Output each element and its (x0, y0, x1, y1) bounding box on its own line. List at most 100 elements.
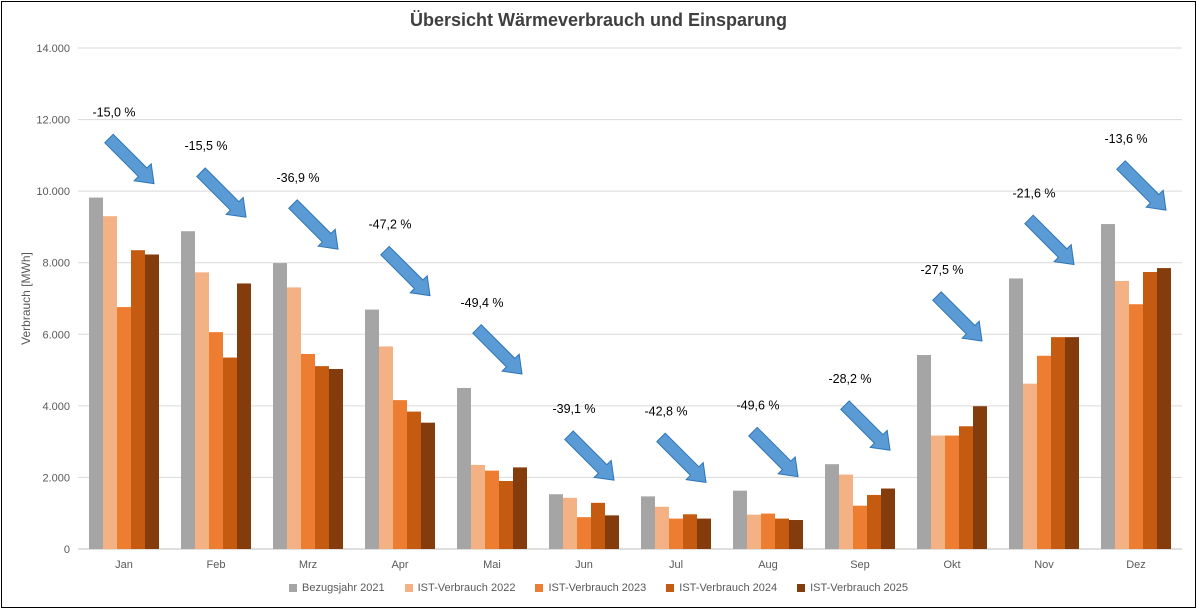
legend-label: IST-Verbrauch 2024 (679, 582, 778, 594)
bar (867, 494, 881, 549)
savings-arrow (104, 133, 155, 185)
bar (1023, 383, 1037, 549)
x-tick-label: Okt (943, 559, 960, 571)
y-tick-label: 0 (64, 544, 70, 556)
savings-label: -15,0 % (92, 106, 135, 120)
bar (103, 216, 117, 549)
bar (775, 518, 789, 549)
bar (931, 435, 945, 549)
savings-label: -49,4 % (460, 296, 503, 310)
legend-item: IST-Verbrauch 2022 (404, 582, 515, 594)
bar (733, 490, 747, 549)
bar (457, 387, 471, 549)
savings-label: -15,5 % (184, 139, 227, 153)
y-tick-label: 8.000 (42, 258, 70, 270)
x-tick-label: Mai (483, 559, 501, 571)
bar (273, 263, 287, 549)
savings-label: -13,6 % (1104, 132, 1147, 146)
bar (1101, 224, 1115, 549)
y-axis-label: Verbrauch [MWh] (19, 252, 33, 345)
bar (747, 514, 761, 549)
bar (789, 520, 803, 549)
savings-arrow (656, 432, 707, 483)
bar (329, 368, 343, 549)
x-tick-label: Nov (1034, 559, 1054, 571)
bar (605, 515, 619, 549)
bar (945, 435, 959, 549)
x-tick-label: Mrz (299, 559, 317, 571)
bar (365, 309, 379, 549)
bar (1037, 355, 1051, 549)
legend-item: Bezugsjahr 2021 (289, 582, 385, 594)
bar (959, 426, 973, 549)
bar (145, 254, 159, 549)
y-tick-label: 4.000 (42, 401, 70, 413)
y-tick-label: 6.000 (42, 329, 70, 341)
bar (195, 272, 209, 549)
bar (393, 400, 407, 549)
savings-arrow (932, 291, 983, 342)
bar (1009, 278, 1023, 549)
bar (379, 346, 393, 549)
bar (421, 422, 435, 549)
savings-arrow (840, 400, 891, 451)
bar (881, 488, 895, 549)
bar (655, 506, 669, 549)
savings-label: -36,9 % (276, 171, 319, 185)
legend-swatch (289, 584, 298, 592)
bar (761, 513, 775, 549)
legend-item: IST-Verbrauch 2024 (666, 582, 777, 594)
bar (407, 411, 421, 549)
legend-label: Bezugsjahr 2021 (302, 582, 385, 594)
x-tick-label: Jun (575, 559, 593, 571)
bar (825, 464, 839, 549)
savings-label: -42,8 % (644, 404, 687, 418)
bar (917, 355, 931, 549)
bar (1157, 268, 1171, 549)
savings-label: -21,6 % (1012, 186, 1055, 200)
x-tick-label: Jan (115, 559, 133, 571)
bar (1143, 272, 1157, 549)
bar (237, 283, 251, 549)
savings-arrow (380, 245, 431, 297)
bar (89, 197, 103, 549)
bar (683, 514, 697, 549)
bar (591, 502, 605, 549)
savings-label: -27,5 % (920, 263, 963, 277)
savings-label: -28,2 % (828, 372, 871, 386)
bar (839, 474, 853, 549)
bar (315, 366, 329, 549)
x-tick-label: Sep (850, 559, 870, 571)
bar (563, 497, 577, 549)
x-tick-label: Feb (207, 559, 226, 571)
bar (117, 307, 131, 549)
bar (549, 494, 563, 549)
bar (1129, 304, 1143, 549)
savings-arrow (748, 426, 799, 478)
bar (301, 353, 315, 549)
bar (131, 250, 145, 550)
bar (209, 332, 223, 549)
savings-arrow (564, 430, 615, 481)
x-tick-label: Dez (1126, 559, 1146, 571)
bar (1051, 337, 1065, 549)
x-tick-label: Apr (391, 559, 408, 571)
legend-swatch (404, 584, 413, 592)
legend-label: IST-Verbrauch 2023 (548, 582, 647, 594)
bar (513, 467, 527, 549)
legend-swatch (535, 584, 544, 592)
y-tick-label: 12.000 (36, 115, 70, 127)
savings-arrow (1024, 214, 1075, 266)
legend-swatch (797, 584, 806, 592)
bar (577, 517, 591, 549)
y-tick-label: 10.000 (36, 186, 70, 198)
bar (697, 518, 711, 549)
y-tick-label: 2.000 (42, 472, 70, 484)
legend-item: IST-Verbrauch 2023 (535, 582, 646, 594)
chart-title: Übersicht Wärmeverbrauch und Einsparung (409, 10, 788, 30)
legend: Bezugsjahr 2021 IST-Verbrauch 2022 IST-Ver… (0, 582, 1197, 594)
legend-label: IST-Verbrauch 2025 (810, 582, 908, 594)
savings-arrow (288, 199, 339, 250)
legend-swatch (666, 584, 675, 592)
